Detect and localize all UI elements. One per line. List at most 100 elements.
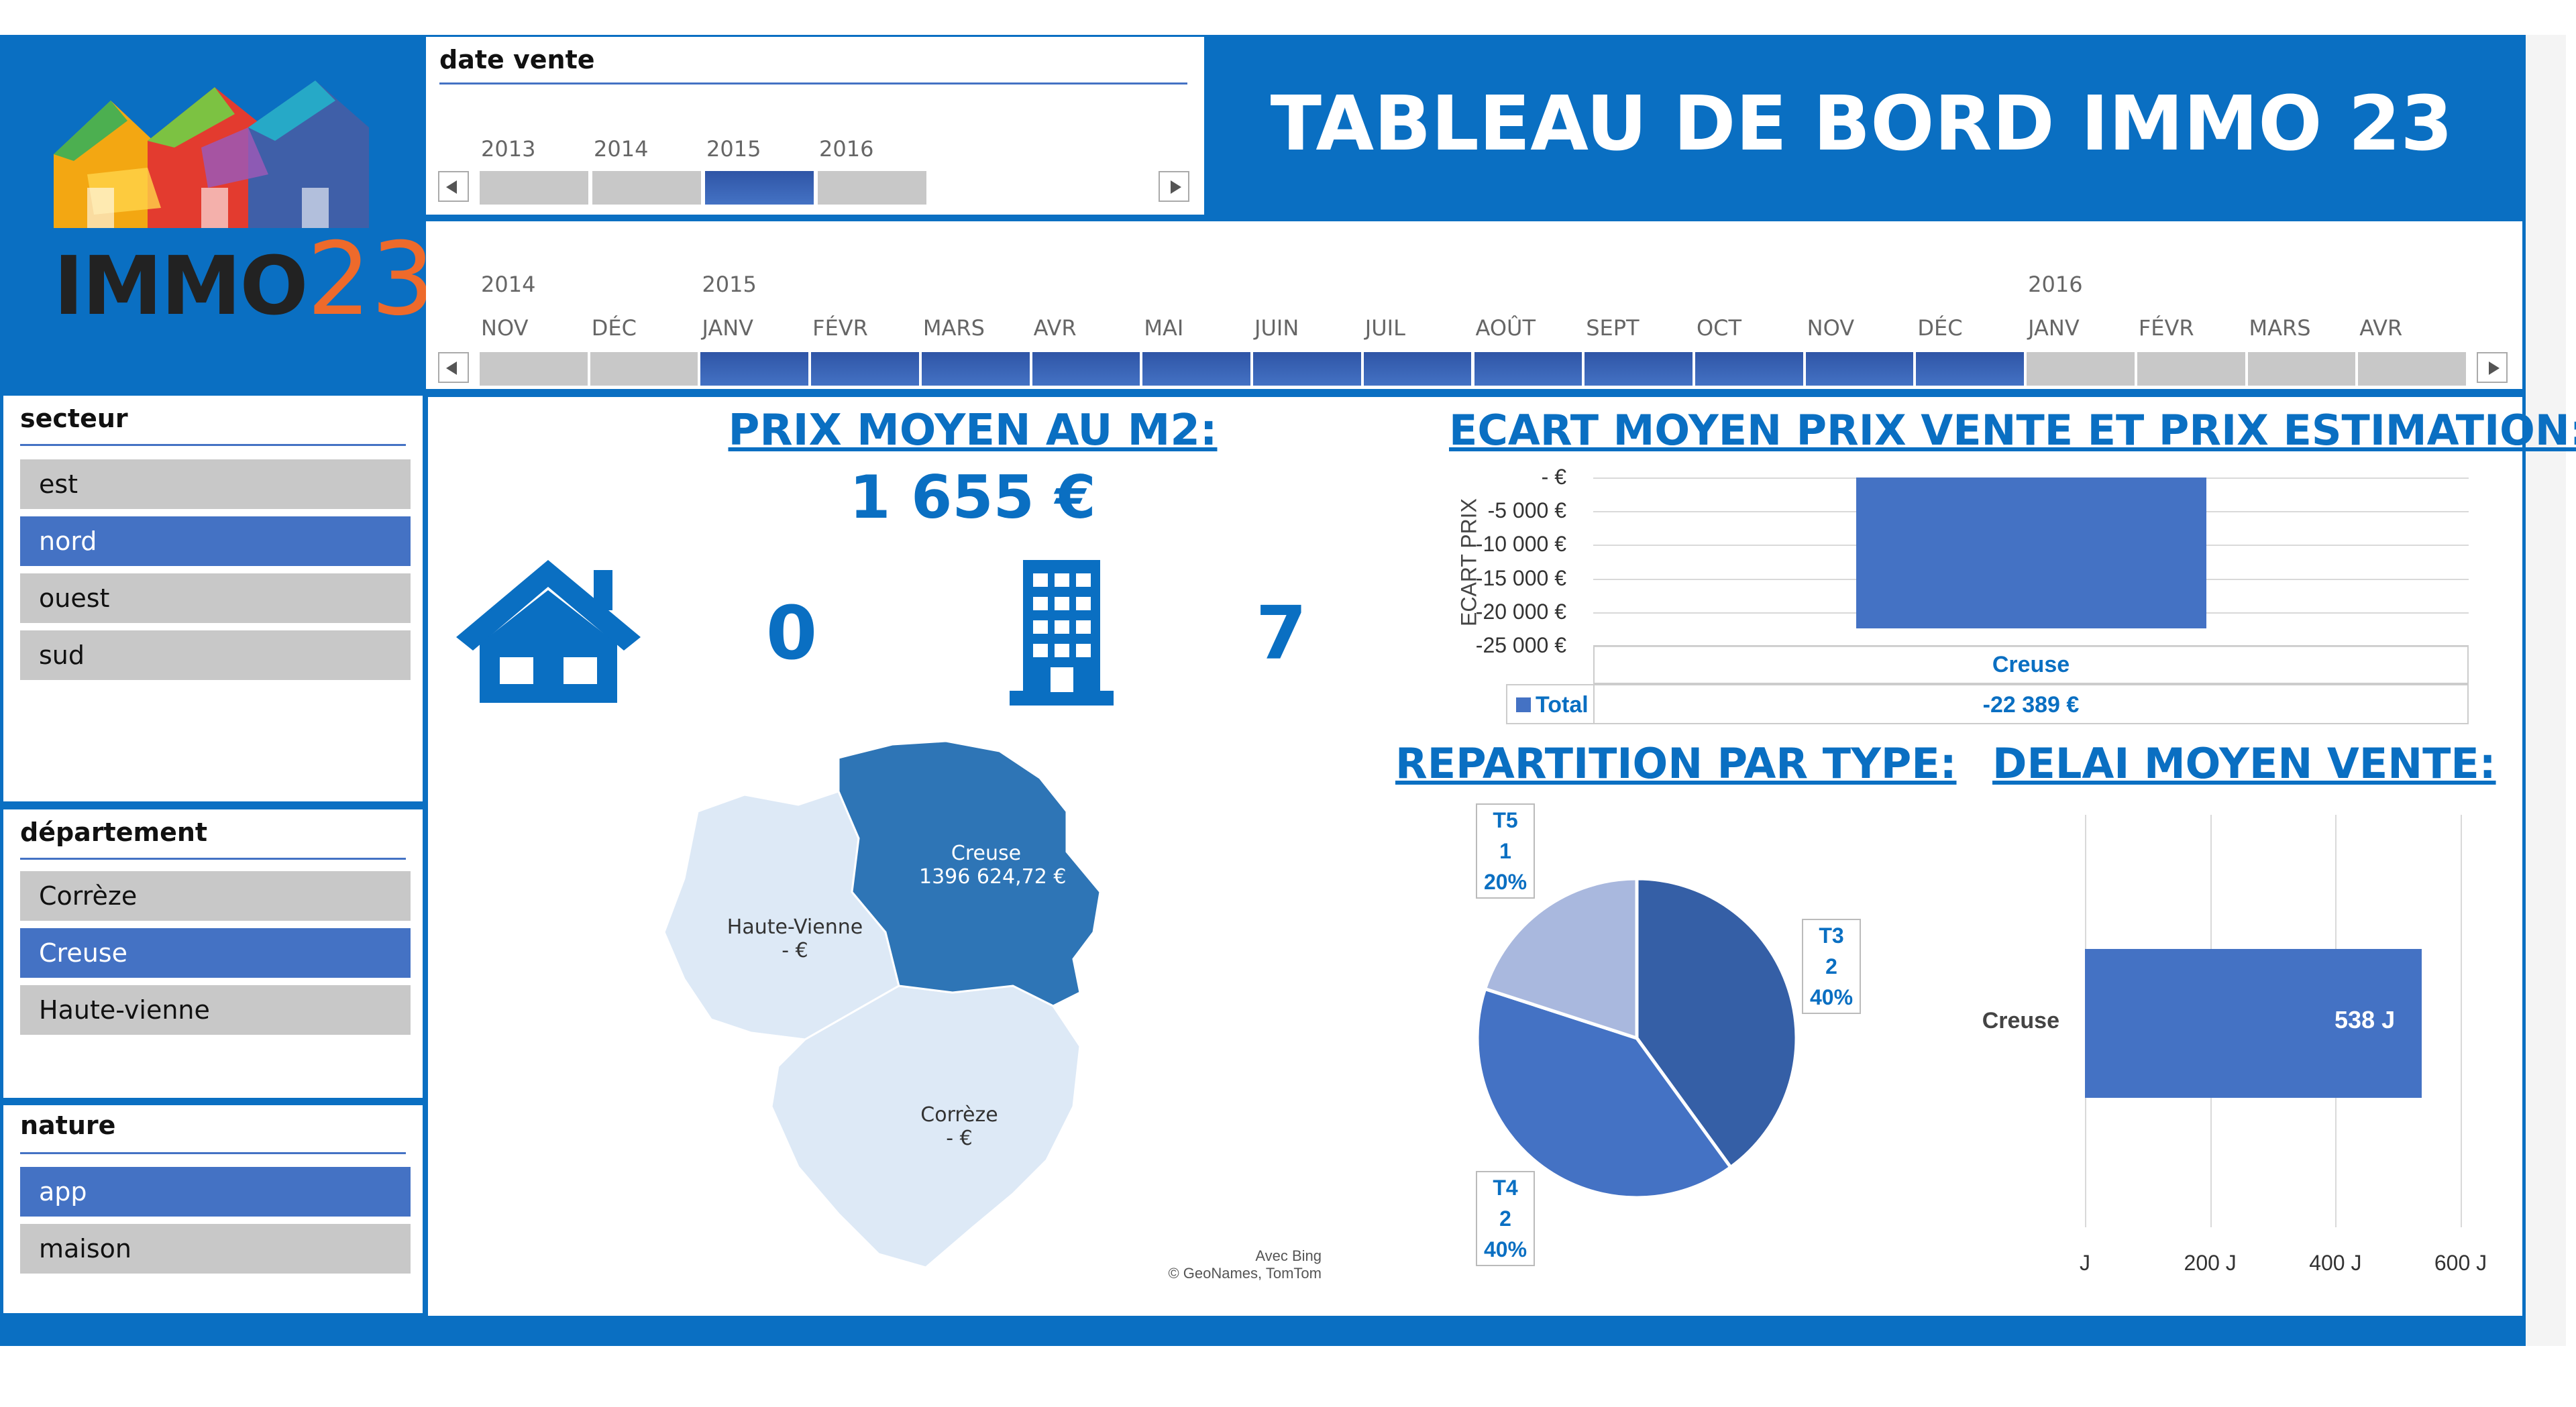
year-scroll-left-button[interactable] xyxy=(438,171,469,202)
year-timeline-title: date vente xyxy=(439,45,595,74)
nature-slicer: nature app maison xyxy=(3,1105,423,1313)
maison-count: 0 xyxy=(765,590,818,676)
month-cell[interactable] xyxy=(1474,352,1582,386)
nature-title: nature xyxy=(20,1111,116,1140)
month-cell[interactable] xyxy=(480,352,588,386)
departement-item-creuse[interactable]: Creuse xyxy=(20,928,411,978)
month-scroll-left-button[interactable] xyxy=(438,352,469,383)
month-cell[interactable] xyxy=(811,352,919,386)
month-cell[interactable] xyxy=(1253,352,1361,386)
repartition-title: REPARTITION PAR TYPE: xyxy=(1395,739,1957,788)
month-cell[interactable] xyxy=(1142,352,1251,386)
ecart-value-label: -22 389 € xyxy=(1982,692,2080,718)
month-cell[interactable] xyxy=(921,352,1030,386)
secteur-slicer: secteur est nord ouest sud xyxy=(3,396,423,801)
month-label: AOÛT xyxy=(1475,315,1536,341)
month-cell[interactable] xyxy=(1695,352,1803,386)
nature-item-maison[interactable]: maison xyxy=(20,1224,411,1274)
month-label: MARS xyxy=(922,315,985,341)
delai-title: DELAI MOYEN VENTE: xyxy=(1992,739,2496,788)
month-label: JUIL xyxy=(1364,315,1405,341)
month-cell[interactable] xyxy=(700,352,809,386)
ecart-legend-swatch xyxy=(1516,697,1531,712)
month-year-label-2014: 2014 xyxy=(481,272,536,297)
delai-gridline xyxy=(2461,815,2462,1227)
month-cell[interactable] xyxy=(1032,352,1140,386)
departement-item-haute-vienne[interactable]: Haute-vienne xyxy=(20,985,411,1035)
year-label-2016: 2016 xyxy=(819,136,874,162)
month-cell[interactable] xyxy=(1585,352,1693,386)
ecart-legend-label: Total xyxy=(1536,692,1589,718)
nature-item-app[interactable]: app xyxy=(20,1167,411,1217)
month-label: AVR xyxy=(1033,315,1077,341)
month-label: DÉC xyxy=(591,315,637,341)
year-cell-2016[interactable] xyxy=(818,171,926,205)
logo-houses-icon xyxy=(54,80,369,228)
ecart-tick-label: -5 000 € xyxy=(1487,498,1566,523)
map-region-creuse[interactable] xyxy=(837,740,1102,1007)
month-scroll-right-button[interactable] xyxy=(2477,352,2508,383)
prix-moyen-title: PRIX MOYEN AU M2: xyxy=(728,406,1218,455)
departement-divider xyxy=(20,858,406,860)
map-label-creuse: Creuse 1396 624,72 € xyxy=(919,842,1067,889)
secteur-item-est[interactable]: est xyxy=(20,459,411,509)
ecart-tick-label: -10 000 € xyxy=(1475,532,1566,557)
map-credit: Avec Bing © GeoNames, TomTom xyxy=(1168,1247,1322,1282)
ecart-tick-label: - € xyxy=(1541,465,1566,489)
pie-slice-t5[interactable] xyxy=(1483,877,1639,1041)
month-timeline: NOV DÉC JANV FÉVR MARS AVR MAI JUIN JUIL AOÛT SEPT… xyxy=(426,221,2522,389)
year-cell-2014[interactable] xyxy=(592,171,701,205)
delai-tick-label: 200 J xyxy=(2184,1251,2237,1275)
departement-item-corrèze[interactable]: Corrèze xyxy=(20,871,411,921)
year-label-2013: 2013 xyxy=(481,136,536,162)
month-label: SEPT xyxy=(1586,315,1640,341)
month-label: OCT xyxy=(1696,315,1742,341)
delai-tick-label: 400 J xyxy=(2309,1251,2362,1275)
month-label: AVR xyxy=(2359,315,2403,341)
house-icon xyxy=(456,560,641,703)
delai-tick-label: 600 J xyxy=(2434,1251,2487,1275)
month-label: NOV xyxy=(1807,315,1855,341)
month-label: NOV xyxy=(481,315,529,341)
month-cell[interactable] xyxy=(2137,352,2245,386)
month-label: MAI xyxy=(1144,315,1184,341)
ecart-title: ECART MOYEN PRIX VENTE ET PRIX ESTIMATIO… xyxy=(1449,406,2576,455)
year-cell-2015[interactable] xyxy=(705,171,814,205)
month-label: JANV xyxy=(2028,315,2080,341)
prix-moyen-value: 1 655 € xyxy=(849,463,1096,532)
month-cell[interactable] xyxy=(1805,352,1914,386)
year-timeline: date vente 2013 2014 2015 2016 xyxy=(426,37,1204,215)
app-count: 7 xyxy=(1255,590,1307,676)
year-timeline-divider xyxy=(439,82,1187,85)
repartition-pie-chart xyxy=(1475,877,1799,1200)
month-year-label-2015: 2015 xyxy=(702,272,757,297)
month-cell[interactable] xyxy=(2247,352,2356,386)
pie-slice-t3[interactable] xyxy=(1635,877,1799,1170)
delai-category-label: Creuse xyxy=(1982,1008,2059,1033)
month-year-label-2016: 2016 xyxy=(2028,272,2083,297)
pie-callout-t4: T4 2 40% xyxy=(1476,1171,1535,1266)
year-scroll-right-button[interactable] xyxy=(1159,171,1189,202)
ecart-tick-label: -25 000 € xyxy=(1475,633,1566,657)
month-cell[interactable] xyxy=(1363,352,1472,386)
month-label: JANV xyxy=(702,315,754,341)
frame-edge xyxy=(2526,35,2566,1346)
delai-bar-creuse: 538 J xyxy=(2085,949,2422,1098)
ecart-tick-label: -20 000 € xyxy=(1475,599,1566,624)
month-cell[interactable] xyxy=(2358,352,2466,386)
logo-number: 23 xyxy=(307,221,435,338)
month-cell[interactable] xyxy=(1916,352,2025,386)
secteur-item-ouest[interactable]: ouest xyxy=(20,573,411,623)
month-cell[interactable] xyxy=(590,352,698,386)
nature-divider xyxy=(20,1152,406,1154)
pie-slice-t4[interactable] xyxy=(1475,987,1733,1200)
year-cell-2013[interactable] xyxy=(480,171,588,205)
month-cell[interactable] xyxy=(2027,352,2135,386)
secteur-item-sud[interactable]: sud xyxy=(20,630,411,680)
ecart-table: Creuse Total -22 389 € xyxy=(1506,645,2469,726)
month-label: DÉC xyxy=(1917,315,1963,341)
secteur-item-nord[interactable]: nord xyxy=(20,516,411,566)
ecart-tick-label: -15 000 € xyxy=(1475,565,1566,590)
building-icon xyxy=(1010,560,1114,706)
map-label-haute-vienne: Haute-Vienne - € xyxy=(727,915,863,962)
